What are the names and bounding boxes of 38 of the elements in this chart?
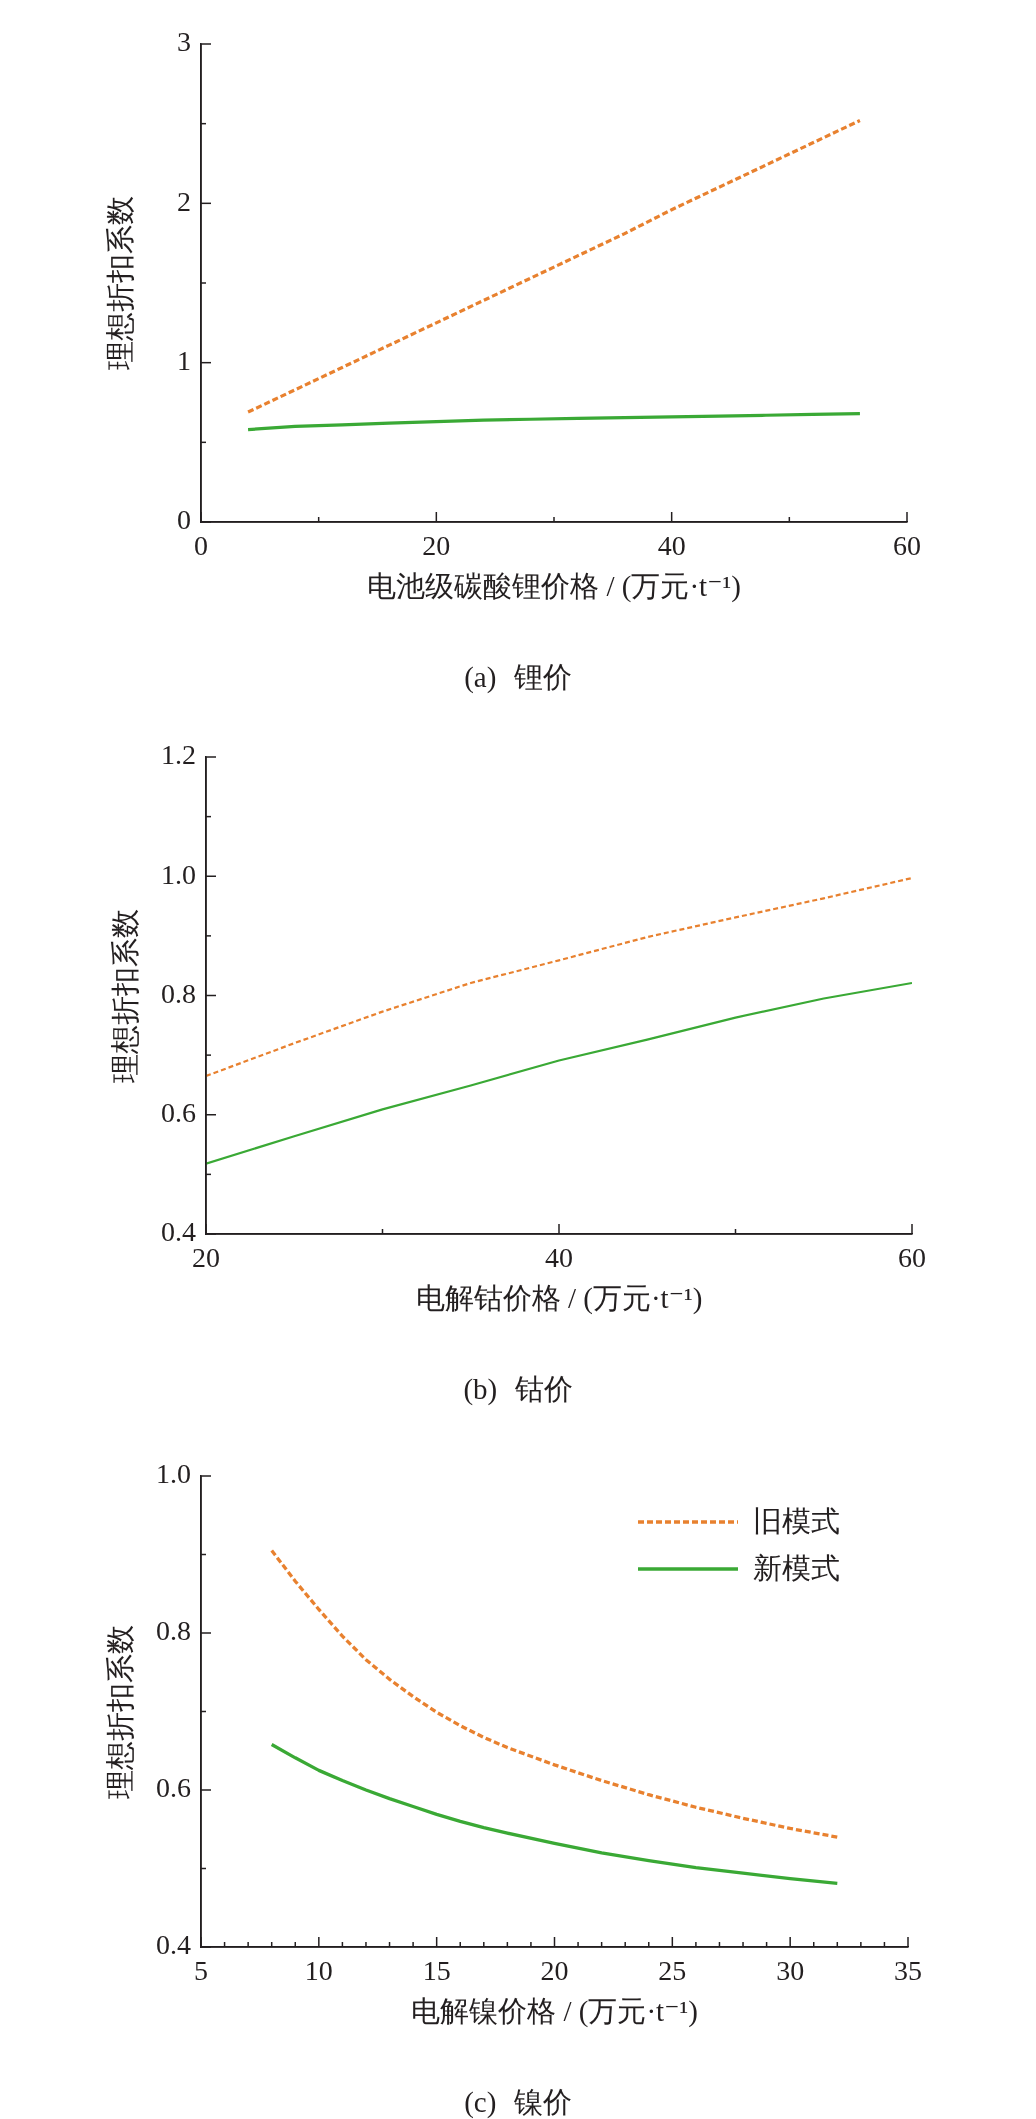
y-axis-title: 理想折扣系数: [104, 196, 138, 370]
legend-label: 新模式: [753, 1551, 840, 1584]
line-series: [246, 118, 862, 414]
y-tick-label: 1.0: [156, 1458, 191, 1490]
y-axis-title: 理想折扣系数: [109, 908, 143, 1083]
y-tick-label: 0.6: [161, 1097, 196, 1129]
y-tick-label: 2: [177, 185, 191, 217]
x-tick-label: 20: [422, 530, 451, 562]
y-tick-label: 1.0: [161, 858, 196, 890]
x-tick-label: 35: [894, 1955, 922, 1987]
text: (c) 镍价: [464, 2086, 572, 2119]
x-axis-title: 电池级碳酸锂价格 / (万元·t⁻¹): [367, 570, 741, 604]
y-tick-label: 1.2: [161, 739, 196, 771]
x-tick-label: 15: [422, 1955, 451, 1987]
x-tick-label: 40: [657, 530, 686, 562]
y-axis-title: 理想折扣系数: [104, 1624, 138, 1799]
x-tick-label: 30: [776, 1955, 805, 1987]
line-series: [270, 1548, 839, 1839]
y-tick-label: 3: [177, 26, 191, 58]
x-tick-label: 60: [893, 530, 921, 562]
x-tick-label: 10: [304, 1955, 333, 1987]
x-axis-title: 电解钴价格 / (万元·t⁻¹): [415, 1282, 703, 1316]
text: (b) 钴价: [463, 1373, 573, 1407]
line-series: [206, 876, 912, 1078]
y-tick-label: 1: [177, 345, 191, 377]
x-tick-label: 60: [898, 1242, 926, 1274]
text: (a) 锂价: [464, 661, 572, 695]
y-tick-label: 0.8: [161, 977, 196, 1009]
y-tick-label: 0.6: [156, 1772, 191, 1804]
x-axis-title: 电解镍价格 / (万元·t⁻¹): [411, 1995, 698, 2029]
y-tick-label: 0: [177, 504, 191, 536]
y-tick-label: 0.8: [156, 1615, 191, 1647]
x-tick-label: 40: [545, 1242, 573, 1274]
y-tick-label: 0.4: [156, 1929, 191, 1961]
x-tick-label: 5: [194, 1955, 208, 1987]
x-tick-label: 25: [658, 1955, 687, 1987]
x-tick-label: 20: [540, 1955, 569, 1987]
legend-label: 旧模式: [753, 1504, 840, 1537]
